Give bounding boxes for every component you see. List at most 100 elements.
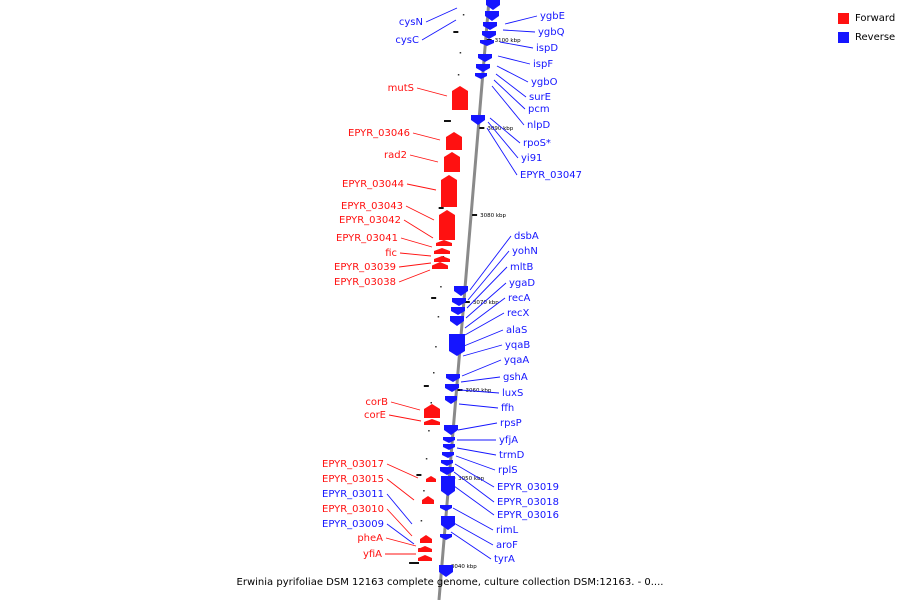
gene-label-ygbo: ygbO [531,77,558,88]
leader-line-rpsp [457,422,498,431]
reverse-gene-block [441,460,453,466]
ruler-dot [433,372,435,374]
scale-label: 3100 kbp [495,38,521,44]
gene-label-yqab: yqaB [505,340,530,351]
leader-line-ffh [458,403,499,409]
reverse-gene-block [444,425,458,435]
reverse-gene-block [450,316,464,326]
ruler-dot [440,286,442,288]
gene-label-arof: aroF [496,540,518,551]
marker-tick [444,120,449,122]
gene-label-epyr-03018: EPYR_03018 [497,497,559,508]
leader-line-ispf [497,55,531,65]
forward-gene-block [418,546,432,552]
forward-gene-block [424,419,440,425]
gene-label-epyr-03016: EPYR_03016 [497,510,559,521]
leader-line-epyr-03038 [398,269,431,283]
leader-line-alas [463,329,504,347]
gene-label-epyr-03010: EPYR_03010 [322,504,384,515]
reverse-gene-block [485,11,499,21]
scale-label: 3050 kbp [458,476,484,482]
leader-line-yohn [467,250,510,301]
gene-label-epyr-03038: EPYR_03038 [334,277,396,288]
gene-label-nlpd: nlpD [527,120,550,131]
gene-label-ygad: ygaD [509,278,535,289]
leader-line-ygbo [496,65,529,83]
gene-label-yohn: yohN [512,246,538,257]
gene-label-epyr-03019: EPYR_03019 [497,482,559,493]
gene-label-yfia: yfiA [363,549,382,560]
forward-gene-block [418,555,432,561]
ruler-dot [437,316,440,318]
left-tick [431,297,437,299]
forward-gene-block [422,496,434,504]
leader-line-epyr-03017 [386,463,419,479]
ruler-dot [430,402,432,404]
reverse-gene-block [439,565,453,577]
reverse-gene-block [440,505,452,511]
genome-caption: Erwinia pyrifoliae DSM 12163 complete ge… [236,577,664,588]
leader-line-tyra [450,531,492,560]
left-tick [438,207,444,209]
gene-label-core: corE [364,410,386,421]
leader-line-epyr-03011 [386,493,413,525]
scale-tick [479,127,485,129]
gene-label-riml: rimL [496,525,519,536]
leader-line-rpos [489,117,521,144]
forward-gene-block [452,86,468,110]
leader-line-core [388,414,422,422]
leader-line-gsha [460,376,501,383]
gene-label-phea: pheA [357,533,383,544]
gene-label-rpls: rplS [498,465,518,476]
reverse-gene-block [446,374,460,382]
leader-line-fic [399,252,432,257]
gene-label-mltb: mltB [510,262,533,273]
leader-line-pcm [493,79,526,110]
gene-label-sure: surE [529,92,551,103]
gene-label-dsba: dsbA [514,231,539,242]
leader-line-ygbq [502,29,536,33]
leader-line-epyr-03042 [403,219,434,239]
gene-label-ispf: ispF [533,59,553,70]
leader-line-epyr-03046 [412,132,441,141]
reverse-gene-block [451,307,465,315]
leader-line-yqab [462,344,503,357]
leader-line-epyr-03044 [406,183,437,191]
leader-line-yqaa [461,359,502,377]
leader-line-epyr-03019 [454,463,495,488]
gene-label-epyr-03009: EPYR_03009 [322,519,384,530]
leader-line-cysn [425,7,458,23]
ruler-dot [462,14,465,16]
ruler-dot [425,458,428,460]
leader-line-mltb [466,266,508,309]
forward-gene-block [434,248,450,254]
forward-gene-block [436,240,452,246]
leader-line-epyr-03043 [405,205,435,221]
gene-label-cysc: cysC [395,35,419,46]
leader-line-epyr-03016 [453,485,495,516]
forward-gene-block [434,256,450,262]
left-tick [423,385,429,387]
leader-line-corb [390,401,421,411]
reverse-gene-block [482,31,496,39]
gene-label-yqaa: yqaA [504,355,529,366]
leader-line-epyr-03039 [398,262,432,268]
reverse-gene-block [475,73,487,79]
gene-label-reca: recA [508,293,531,304]
legend: Forward Reverse [838,9,895,47]
reverse-gene-block [476,64,490,72]
gene-label-yi91: yi91 [521,153,542,164]
reverse-swatch [838,32,849,43]
reverse-gene-block [443,437,455,443]
gene-label-ispd: ispD [536,43,558,54]
leader-line-arof [451,521,494,546]
legend-reverse-label: Reverse [855,32,896,43]
gene-label-recx: recX [507,308,530,319]
reverse-gene-block [483,22,497,30]
ruler-dot [423,490,425,492]
forward-gene-block [439,210,455,240]
reverse-gene-block [480,40,494,46]
leader-line-luxs [459,389,500,394]
leader-line-epyr-03047 [486,127,518,176]
